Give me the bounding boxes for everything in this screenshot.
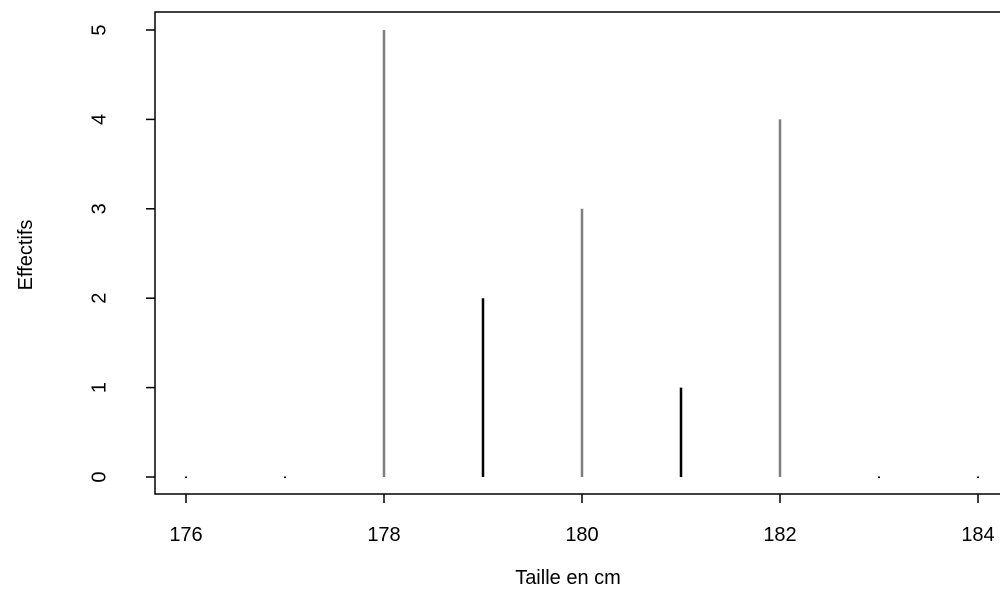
y-tick-label-3: 3 xyxy=(88,203,110,214)
bar-183 xyxy=(878,476,880,478)
y-tick-label-0: 0 xyxy=(88,471,110,482)
y-tick-label-5: 5 xyxy=(88,24,110,35)
bar-177 xyxy=(284,476,286,478)
y-axis-title: Effectifs xyxy=(15,220,37,291)
x-tick-label-180: 180 xyxy=(565,524,598,546)
y-tick-label-2: 2 xyxy=(88,293,110,304)
bars-group xyxy=(185,30,979,478)
plot-border xyxy=(154,11,1000,495)
x-tick-label-176: 176 xyxy=(169,524,202,546)
bar-176 xyxy=(185,476,187,478)
x-tick-label-184: 184 xyxy=(961,524,994,546)
x-tick-label-178: 178 xyxy=(367,524,400,546)
y-tick-label-4: 4 xyxy=(88,114,110,125)
x-tick-label-182: 182 xyxy=(763,524,796,546)
x-axis: 176 178 180 182 184 xyxy=(169,494,995,546)
plot-frame xyxy=(154,11,1000,495)
x-axis-title: Taille en cm xyxy=(515,567,621,589)
y-tick-label-1: 1 xyxy=(88,382,110,393)
bar-184 xyxy=(977,476,979,478)
y-axis: 0 1 2 3 4 5 xyxy=(88,24,155,483)
